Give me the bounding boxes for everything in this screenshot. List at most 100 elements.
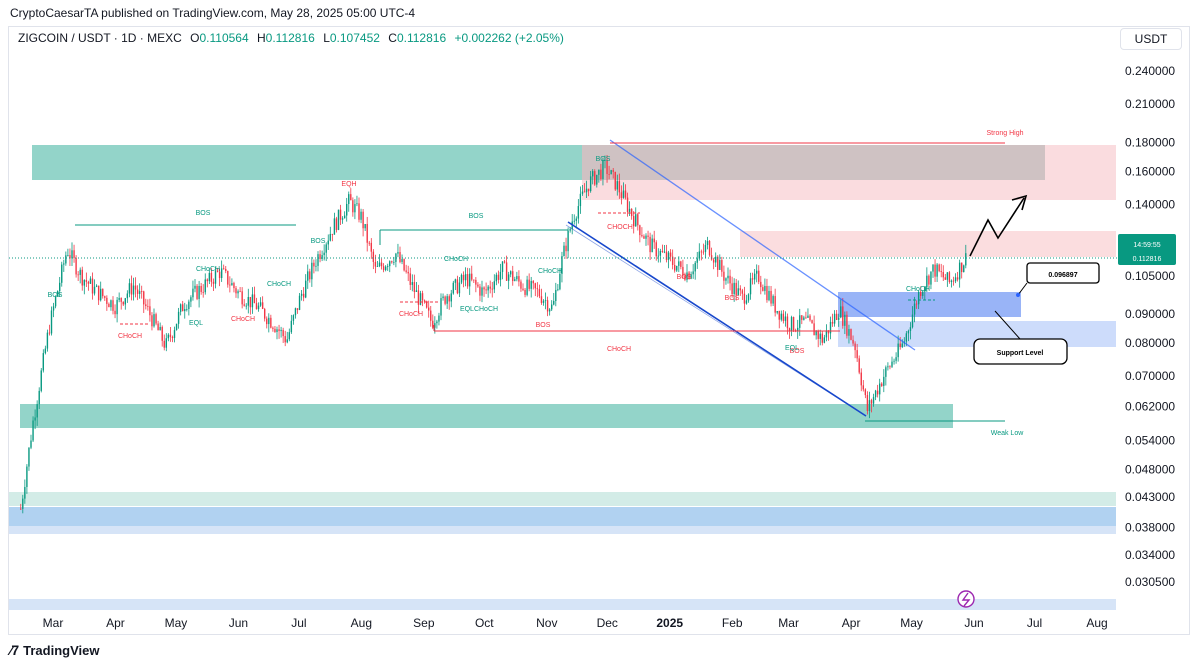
- candle-body: [963, 265, 965, 273]
- candle-body: [434, 323, 436, 328]
- candle-body: [73, 250, 75, 258]
- demand-zone-green: [20, 404, 953, 428]
- candle-body: [91, 278, 94, 294]
- candle-body: [534, 283, 537, 289]
- candle-body: [739, 288, 742, 291]
- candle-body: [87, 281, 90, 284]
- candle-body: [54, 296, 57, 307]
- candle-body: [772, 296, 774, 304]
- candle-body: [77, 274, 79, 276]
- candle-body: [829, 321, 832, 334]
- candle-body: [186, 309, 188, 310]
- candle-body: [292, 315, 295, 321]
- candle-body: [190, 297, 192, 302]
- low-zone-pale: [9, 526, 1116, 534]
- candle-body: [44, 348, 47, 354]
- candle-body: [727, 275, 729, 279]
- candle-body: [225, 268, 227, 272]
- candle-body: [446, 296, 448, 304]
- channel-upper-line: [609, 139, 916, 351]
- candle-body: [719, 260, 721, 270]
- symbol-name[interactable]: ZIGCOIN / USDT · 1D · MEXC: [18, 31, 182, 45]
- low-zone-teal: [9, 492, 1116, 506]
- candle-body: [261, 302, 264, 309]
- low-value: 0.107452: [329, 31, 380, 45]
- support-zone-blue: [838, 292, 1021, 317]
- price-callout-dot: [1016, 293, 1020, 297]
- candle-body: [93, 286, 96, 294]
- candles: [20, 154, 967, 514]
- candle-body: [512, 271, 514, 281]
- candle-body: [569, 228, 571, 231]
- candle-body: [674, 264, 676, 271]
- candle-body: [56, 291, 59, 297]
- candle-body: [737, 288, 739, 295]
- candle-body: [348, 194, 350, 204]
- candle-body: [756, 270, 758, 274]
- high-label: H: [257, 31, 266, 45]
- candle-body: [245, 305, 247, 307]
- candle-body: [448, 296, 450, 302]
- y-tick-label-6: 0.105000: [1125, 269, 1175, 283]
- y-tick-label-14: 0.038000: [1125, 521, 1175, 535]
- candle-body: [52, 306, 55, 311]
- channel-lower-guide: [565, 224, 867, 417]
- candle-body: [83, 279, 86, 286]
- candle-body: [643, 236, 645, 239]
- candle-body: [173, 330, 176, 338]
- candle-body: [551, 304, 553, 310]
- candle-body: [466, 274, 469, 287]
- choch-label-main: CHoCH: [607, 346, 631, 353]
- candle-body: [374, 261, 377, 267]
- candle-body: [797, 327, 799, 331]
- candle-body: [516, 276, 518, 280]
- candle-body: [317, 254, 319, 266]
- resistance-zone: [740, 231, 1116, 257]
- candle-body: [436, 321, 438, 324]
- candle-body: [891, 361, 893, 367]
- candle-body: [667, 252, 670, 260]
- candle-body: [313, 262, 315, 267]
- candle-body: [216, 271, 219, 272]
- candle-body: [538, 289, 541, 297]
- support-callout-label: Support Level: [997, 350, 1044, 357]
- x-tick-label-15: Jun: [964, 616, 983, 630]
- candle-body: [161, 326, 163, 341]
- candle-body: [778, 310, 780, 320]
- candle-body: [192, 288, 194, 298]
- candle-body: [450, 293, 452, 302]
- candle-body: [126, 293, 129, 299]
- candle-body: [799, 315, 801, 328]
- candle-body: [364, 224, 366, 229]
- x-tick-label-8: Nov: [536, 616, 557, 630]
- candle-body: [95, 285, 98, 287]
- y-tick-label-3: 0.160000: [1125, 164, 1175, 178]
- candle-body: [948, 272, 951, 282]
- y-tick-label-16: 0.030500: [1125, 575, 1175, 589]
- candle-body: [327, 240, 329, 245]
- candle-body: [665, 251, 668, 260]
- candle-body: [936, 264, 938, 277]
- candle-body: [950, 280, 953, 282]
- candle-body: [952, 280, 955, 282]
- candle-body: [897, 343, 899, 358]
- bos-small-5: BOS: [725, 295, 740, 302]
- candle-body: [954, 277, 957, 282]
- candle-body: [356, 203, 358, 205]
- candle-body: [469, 273, 471, 287]
- candle-body: [155, 314, 157, 324]
- candle-body: [958, 262, 961, 280]
- candle-body: [733, 282, 735, 295]
- candle-body: [251, 294, 254, 308]
- candle-body: [684, 275, 686, 280]
- x-tick-label-14: May: [900, 616, 923, 630]
- candle-body: [862, 385, 865, 390]
- currency-button[interactable]: USDT: [1120, 28, 1182, 50]
- candle-body: [874, 390, 877, 398]
- candle-body: [879, 383, 881, 395]
- candle-body: [194, 285, 196, 289]
- y-tick-label-4: 0.140000: [1125, 198, 1175, 212]
- candle-body: [548, 309, 551, 312]
- candle-body: [717, 256, 719, 270]
